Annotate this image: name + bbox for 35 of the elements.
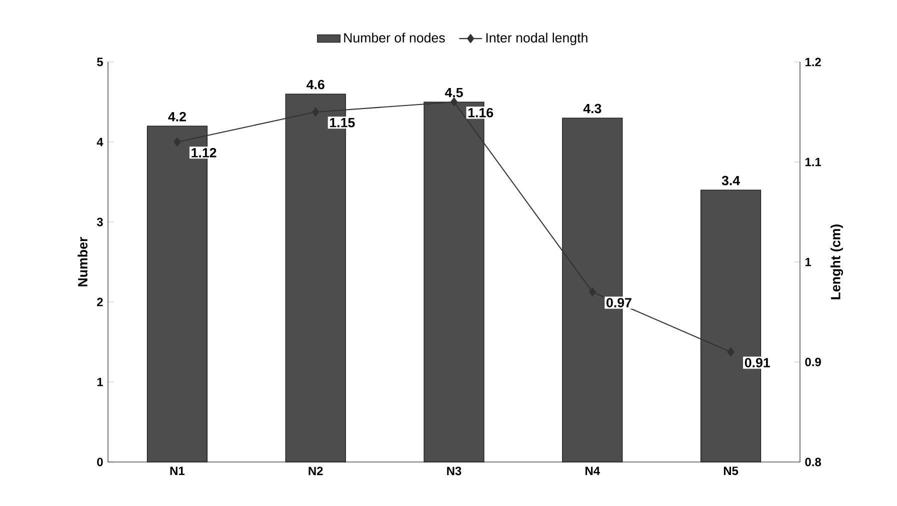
- data-label: 1.15: [330, 118, 355, 128]
- x-tick-label: N5: [724, 466, 738, 476]
- x-tick-label: N3: [447, 466, 462, 476]
- data-label: 4.5: [444, 88, 463, 98]
- x-tick-label: N2: [308, 466, 323, 476]
- y2-tick-label: 1.2: [805, 58, 821, 66]
- data-label: 4.2: [168, 112, 186, 122]
- y2-tick-label: 1: [805, 258, 812, 266]
- x-tick-label: N4: [586, 466, 600, 475]
- data-label: 1.12: [192, 148, 216, 158]
- point: [312, 107, 320, 117]
- y2-tick-label: 0.8: [805, 458, 822, 466]
- data-label: 1.16: [468, 108, 494, 118]
- y2-tick-label: 1.1: [805, 158, 822, 166]
- y-tick-label: 2: [97, 298, 103, 306]
- legend-label: Number of nodes: [344, 32, 445, 43]
- point: [450, 97, 458, 107]
- data-label: 0.97: [606, 298, 632, 308]
- data-label: 4.6: [306, 80, 324, 90]
- point: [727, 347, 734, 357]
- y-axis-title: Number: [78, 236, 88, 286]
- x-tick-label: N1: [170, 466, 185, 475]
- y-tick-label: 0: [97, 458, 103, 466]
- y-tick-label: 4: [96, 138, 104, 146]
- data-label: 4.3: [583, 104, 602, 114]
- data-label: 0.91: [744, 358, 770, 368]
- legend-label: Inter nodal length: [486, 32, 588, 46]
- y2-axis-title: Lenght (cm): [830, 224, 844, 300]
- y-tick-label: 5: [97, 58, 103, 66]
- y2-tick-label: 0.9: [805, 358, 821, 366]
- point: [174, 137, 181, 147]
- y-tick-label: 1: [97, 378, 103, 386]
- data-label: 3.4: [722, 176, 740, 186]
- point: [588, 287, 596, 297]
- y-tick-label: 3: [96, 218, 103, 226]
